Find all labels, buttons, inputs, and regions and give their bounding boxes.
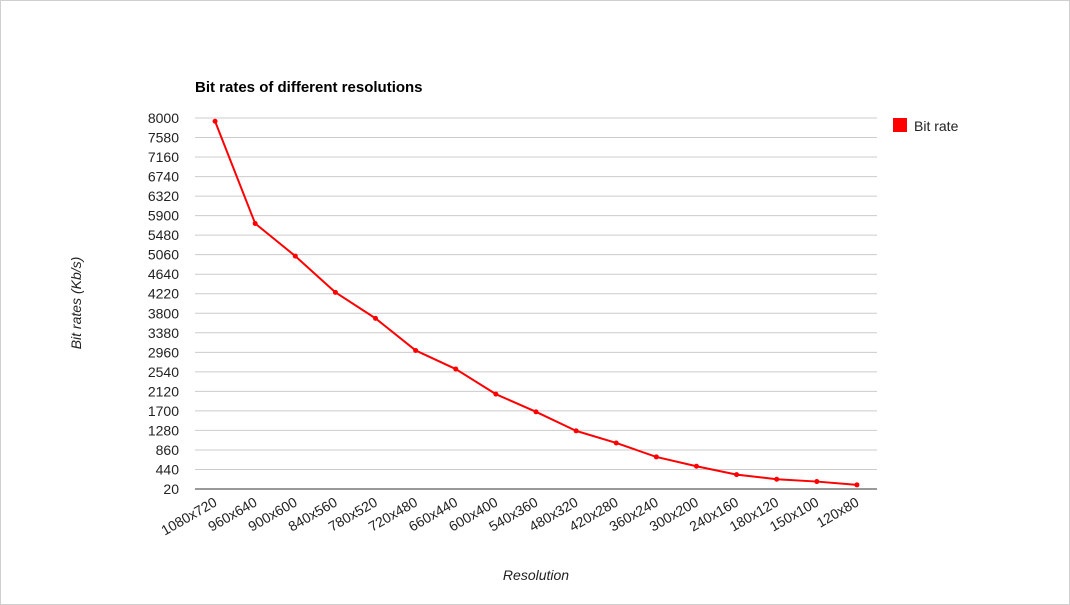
y-tick-label: 6740: [148, 169, 179, 185]
y-tick-label: 440: [156, 461, 180, 477]
x-axis-ticks: 1080x720960x640900x600840x560780x520720x…: [158, 494, 861, 539]
data-point: [734, 472, 740, 478]
data-point: [573, 428, 579, 434]
data-point: [413, 347, 419, 353]
data-point: [774, 476, 780, 482]
y-tick-label: 3380: [148, 325, 179, 341]
y-tick-label: 4640: [148, 266, 179, 282]
y-tick-label: 7580: [148, 130, 179, 146]
series-layer: [212, 118, 860, 488]
data-point: [453, 366, 459, 372]
data-point: [854, 482, 860, 488]
data-point: [252, 221, 258, 227]
y-tick-label: 5900: [148, 208, 179, 224]
data-point: [653, 454, 659, 460]
data-point: [814, 479, 820, 485]
y-tick-label: 7160: [148, 149, 179, 165]
data-point: [292, 253, 298, 259]
y-tick-label: 20: [163, 481, 179, 497]
y-tick-label: 2960: [148, 344, 179, 360]
y-tick-label: 3800: [148, 305, 179, 321]
data-point: [533, 409, 539, 415]
data-point: [212, 118, 218, 124]
y-tick-label: 2120: [148, 383, 179, 399]
y-tick-label: 860: [156, 442, 180, 458]
y-tick-label: 4220: [148, 286, 179, 302]
y-tick-label: 1700: [148, 403, 179, 419]
x-tick-label: 120x80: [814, 494, 862, 531]
data-point: [493, 391, 499, 397]
y-tick-label: 6320: [148, 188, 179, 204]
data-point: [613, 440, 619, 446]
y-axis-ticks: 20 440 860 1280 1700 2120 2540 2960 3380 3800 4220…: [148, 110, 179, 497]
data-point: [693, 463, 699, 469]
y-tick-label: 5480: [148, 227, 179, 243]
y-tick-label: 8000: [148, 110, 179, 126]
legend-label: Bit rate: [914, 118, 959, 134]
y-axis-label: Bit rates (Kb/s): [68, 257, 84, 350]
gridlines: [195, 117, 877, 490]
legend: Bit rate: [893, 118, 959, 134]
y-tick-label: 1280: [148, 422, 179, 438]
y-tick-label: 2540: [148, 364, 179, 380]
x-axis-label: Resolution: [503, 567, 569, 583]
legend-swatch: [893, 118, 907, 132]
y-tick-label: 5060: [148, 247, 179, 263]
chart-title: Bit rates of different resolutions: [195, 79, 423, 96]
data-point: [332, 289, 338, 295]
data-point: [373, 315, 379, 321]
